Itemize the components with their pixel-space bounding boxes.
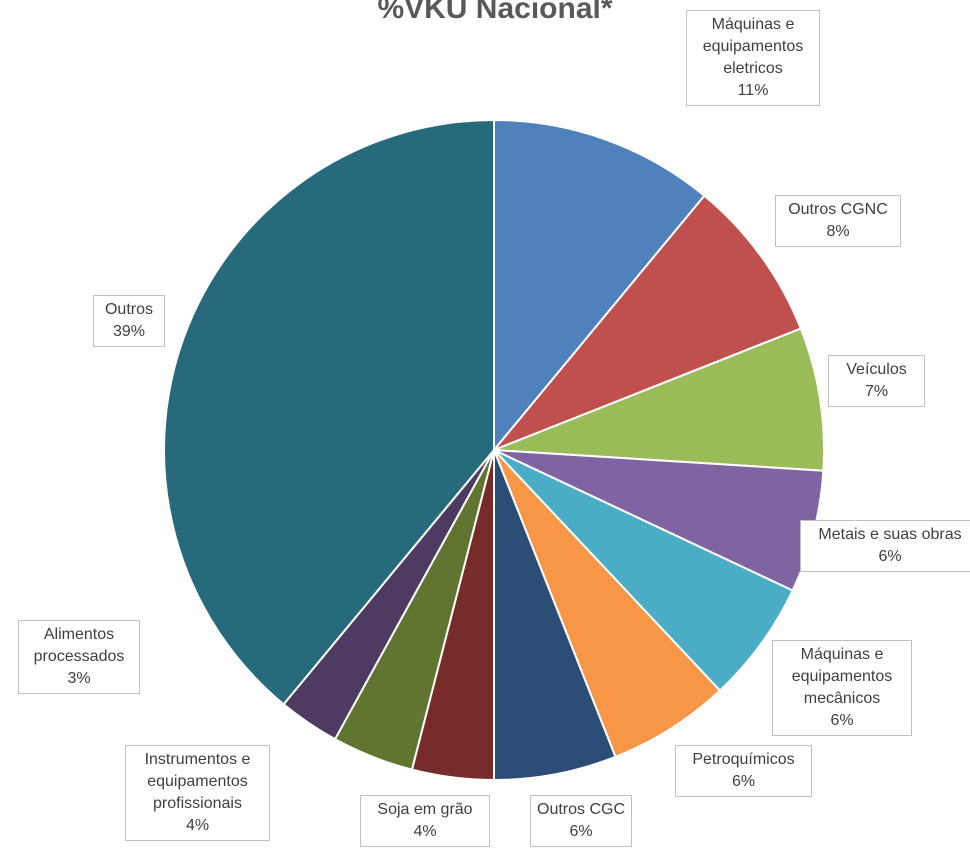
value-label: 4% <box>413 823 437 840</box>
pie-slice <box>493 449 722 759</box>
pie-slice <box>493 449 794 692</box>
data-label: Outros CGC 6% <box>530 795 632 847</box>
value-label: 4% <box>185 817 210 834</box>
data-label: Soja em grão 4% <box>360 795 490 847</box>
chart-title: %VKU Nacional* <box>377 0 613 25</box>
data-label: Máquinas e equipamentos mecânicos 6% <box>772 640 912 736</box>
category-label: Petroquímicos <box>692 751 795 768</box>
category-label: Máquinas e equipamentos mecânicos <box>791 646 893 707</box>
pie-slice <box>163 118 495 706</box>
value-label: 3% <box>67 670 91 687</box>
value-label: 11% <box>737 82 769 99</box>
data-label: Metais e suas obras 6% <box>800 520 970 572</box>
category-label: Instrumentos e equipamentos profissionai… <box>144 751 251 812</box>
value-label: 6% <box>731 773 756 790</box>
data-label: Alimentos processados 3% <box>18 620 140 694</box>
pie-slice <box>493 449 617 782</box>
category-label: Veículos <box>846 361 907 378</box>
category-label: Outros CGC <box>537 801 626 818</box>
pie-slice <box>493 194 803 451</box>
category-label: Máquinas e equipamentos eletricos <box>702 16 804 77</box>
data-label: Máquinas e equipamentos eletricos 11% <box>686 10 820 106</box>
value-label: 39% <box>112 323 146 340</box>
category-label: Soja em grão <box>377 801 473 818</box>
category-label: Metais e suas obras <box>818 526 962 543</box>
category-label: Outros CGNC <box>788 201 888 218</box>
data-label: Petroquímicos 6% <box>675 745 812 797</box>
pie-slice <box>493 118 706 453</box>
data-label: Instrumentos e equipamentos profissionai… <box>125 745 270 841</box>
pie-slice <box>493 327 825 472</box>
value-label: 6% <box>569 823 593 840</box>
value-label: 6% <box>878 548 902 565</box>
data-label: Veículos 7% <box>828 355 925 407</box>
data-label: Outros 39% <box>93 295 165 347</box>
value-label: 8% <box>826 223 850 240</box>
data-label: Outros CGNC 8% <box>775 195 901 247</box>
value-label: 6% <box>830 712 854 729</box>
category-label: Outros <box>104 301 153 318</box>
category-label: Alimentos processados <box>33 626 125 665</box>
value-label: 7% <box>864 383 889 400</box>
